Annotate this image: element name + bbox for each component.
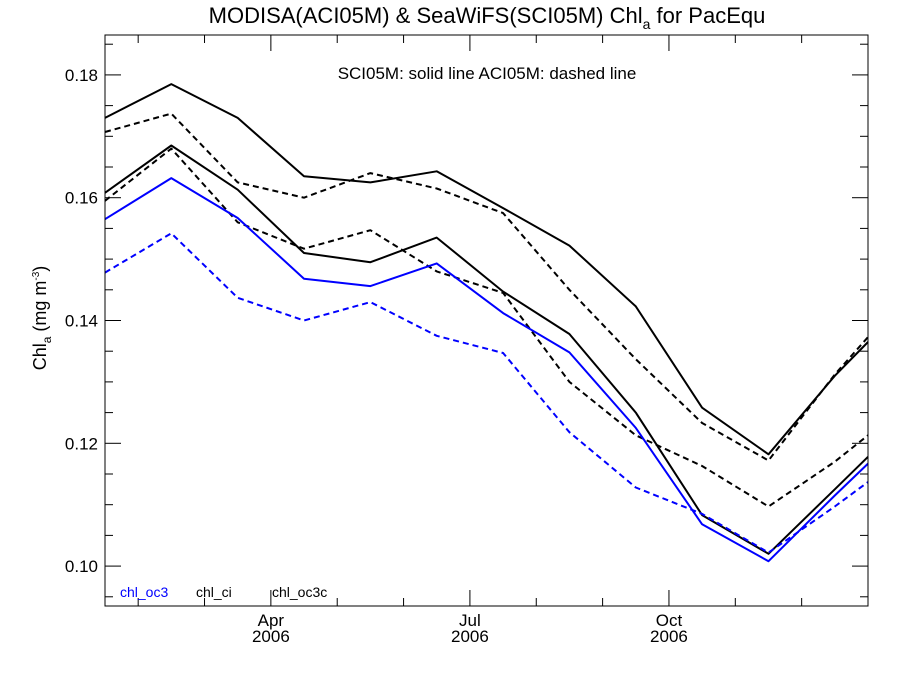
tick-labels: 0.100.120.140.160.18Apr2006Jul2006Oct200… <box>65 66 688 646</box>
x-tick-label-year: 2006 <box>451 627 489 646</box>
series-layer <box>104 83 869 563</box>
series-line-2-dashed <box>104 112 869 462</box>
series-line-4-dashed <box>104 147 869 508</box>
series-line-5-solid <box>104 177 869 563</box>
line-style-annotation: SCI05M: solid line ACI05M: dashed line <box>338 64 637 83</box>
y-tick-label: 0.10 <box>65 557 98 576</box>
y-axis-label-main: Chl <box>30 343 50 370</box>
x-tick-label-month: Oct <box>656 611 683 630</box>
y-axis-label: Chla (mg m-3) <box>30 266 54 371</box>
y-axis-label-unit-superscript: -3 <box>31 271 42 280</box>
y-tick-label: 0.16 <box>65 189 98 208</box>
y-axis-label-unit: (mg m <box>30 281 50 337</box>
series-line-3-solid <box>104 144 869 555</box>
legend-chl-oc3: chl_oc3 <box>120 584 168 600</box>
series-line-6-dashed <box>104 232 869 554</box>
y-axis-label-subscript: a <box>40 336 54 343</box>
x-tick-label-year: 2006 <box>650 627 688 646</box>
y-tick-label: 0.14 <box>65 312 98 331</box>
series-line-1-solid <box>104 83 869 456</box>
y-tick-label: 0.18 <box>65 66 98 85</box>
chart-title-main: MODISA(ACI05M) & SeaWiFS(SCI05M) Chl <box>209 3 643 28</box>
x-tick-label-month: Apr <box>258 611 285 630</box>
chart-title-subscript: a <box>643 16 651 32</box>
legend-chl-ci: chl_ci <box>196 584 232 600</box>
chart-title: MODISA(ACI05M) & SeaWiFS(SCI05M) Chla fo… <box>209 3 766 32</box>
x-tick-label-month: Jul <box>459 611 481 630</box>
axis-ticks <box>105 35 868 606</box>
plot-frame <box>104 34 869 607</box>
y-tick-label: 0.12 <box>65 434 98 453</box>
legend-chl-oc3c: chl_oc3c <box>272 584 327 600</box>
x-tick-label-year: 2006 <box>252 627 290 646</box>
legend: chl_oc3 chl_ci chl_oc3c <box>120 584 327 600</box>
y-axis-label-unit-close: ) <box>30 266 50 272</box>
chart-title-tail: for PacEqu <box>650 3 765 28</box>
